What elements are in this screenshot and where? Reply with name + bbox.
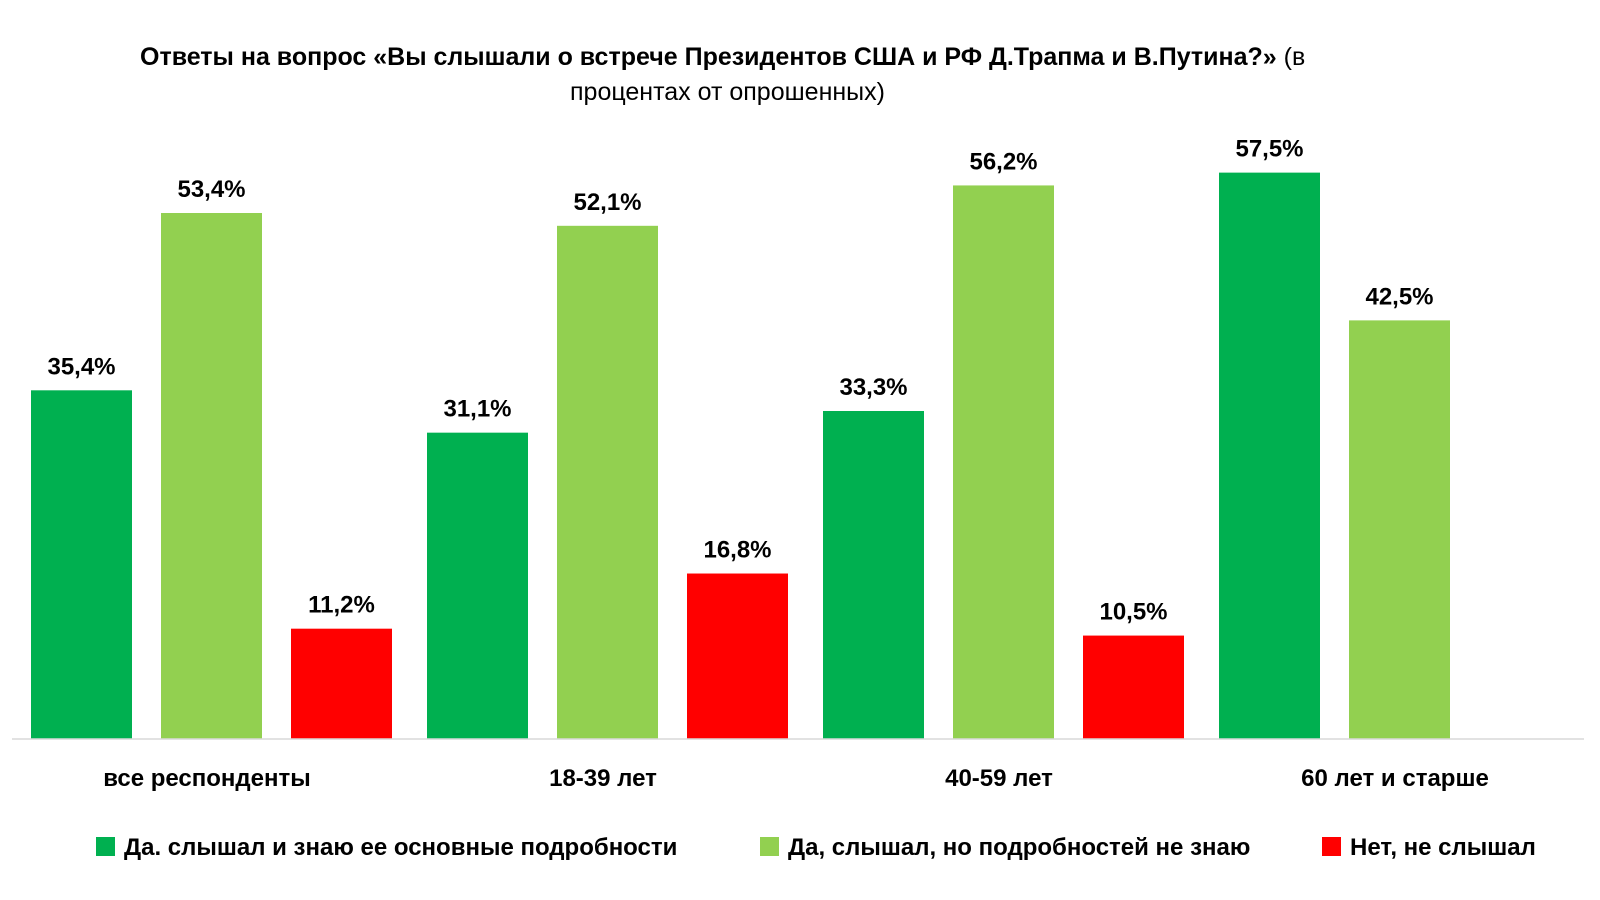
chart-subtitle: процентах от опрошенных)	[570, 78, 885, 106]
legend-swatch-3	[1322, 837, 1341, 856]
category-label-2: 18-39 лет	[549, 765, 657, 792]
bar-2-3	[953, 185, 1054, 739]
legend-label-1: Да. слышал и знаю ее основные подробност…	[124, 834, 677, 861]
legend-label-2: Да, слышал, но подробностей не знаю	[788, 834, 1250, 861]
bars-layer	[31, 172, 1450, 739]
chart-title: Ответы на вопрос «Вы слышали о встрече П…	[140, 43, 1277, 71]
data-label-2-3: 56,2%	[969, 148, 1037, 175]
bar-1-1	[31, 390, 132, 739]
data-label-1-3: 33,3%	[839, 374, 907, 401]
data-label-2-1: 53,4%	[177, 176, 245, 203]
bar-2-2	[557, 225, 658, 739]
chart-title-line-1: Ответы на вопрос «Вы слышали о встрече П…	[140, 42, 1305, 72]
legend-label-3: Нет, не слышал	[1350, 834, 1536, 861]
bar-3-1	[291, 628, 392, 739]
data-label-1-2: 31,1%	[443, 396, 511, 423]
bar-1-2	[427, 432, 528, 739]
legend: Да. слышал и знаю ее основные подробност…	[96, 834, 1536, 861]
data-label-2-2: 52,1%	[573, 189, 641, 216]
bar-2-4	[1349, 320, 1450, 739]
data-labels-layer: 35,4% 53,4% 11,2% 31,1% 52,1% 16,8% 33,3% 56,2%…	[47, 136, 1433, 626]
category-label-3: 40-59 лет	[945, 765, 1053, 792]
legend-swatch-2	[760, 837, 779, 856]
chart-subtitle-start: (в	[1283, 43, 1306, 71]
data-label-3-3: 10,5%	[1099, 599, 1167, 626]
bar-1-3	[823, 410, 924, 739]
data-label-1-1: 35,4%	[47, 353, 115, 380]
data-label-3-2: 16,8%	[703, 537, 771, 564]
data-label-2-4: 42,5%	[1365, 283, 1433, 310]
bar-2-1	[161, 213, 262, 739]
category-labels-layer: все респонденты 18-39 лет 40-59 лет 60 лет …	[103, 765, 1489, 792]
bar-3-3	[1083, 635, 1184, 739]
legend-swatch-1	[96, 837, 115, 856]
category-label-4: 60 лет и старше	[1301, 765, 1489, 792]
bar-3-2	[687, 573, 788, 739]
category-label-1: все респонденты	[103, 765, 311, 792]
data-label-3-1: 11,2%	[308, 592, 375, 619]
data-label-1-4: 57,5%	[1235, 136, 1303, 163]
bar-1-4	[1219, 172, 1320, 739]
